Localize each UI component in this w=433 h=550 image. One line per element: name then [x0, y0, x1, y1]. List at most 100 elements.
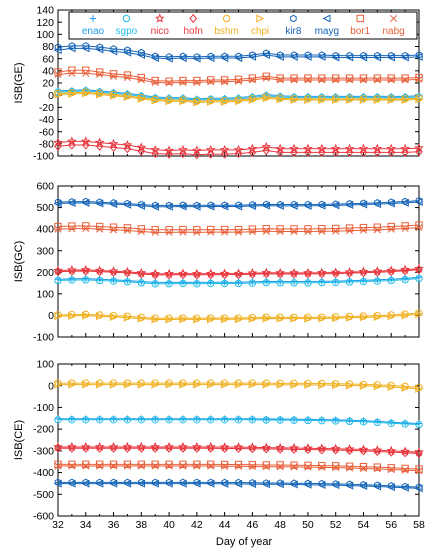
data-point-nabg	[96, 225, 104, 233]
data-point-chpi	[359, 96, 368, 105]
data-point-chpi	[345, 96, 354, 105]
x-tick-label: 58	[413, 519, 425, 531]
data-point-hofn	[359, 446, 368, 456]
data-point-nico	[164, 268, 174, 278]
data-point-nico	[303, 143, 313, 153]
data-point-chpi	[373, 312, 382, 321]
data-point-chpi	[123, 92, 132, 102]
data-point-hofn	[220, 149, 229, 159]
data-point-nabg	[165, 462, 173, 470]
y-tick-label: 0	[48, 310, 54, 322]
data-point-nabg	[304, 463, 312, 471]
data-point-nabg	[332, 464, 340, 472]
data-point-hofn	[68, 140, 76, 150]
data-point-chpi	[123, 313, 132, 322]
data-point-sgpo	[401, 420, 409, 428]
data-point-chpi	[276, 380, 285, 389]
data-point-mayg	[248, 480, 257, 489]
data-point-hofn	[401, 147, 409, 157]
data-point-hofn	[137, 269, 146, 279]
data-point-nico	[233, 268, 244, 278]
legend-marker-hofn	[189, 13, 198, 24]
data-point-nico	[344, 143, 355, 153]
data-point-bor1	[137, 460, 146, 469]
data-point-nico	[233, 144, 244, 155]
data-point-hofn	[345, 268, 354, 278]
series-line-hofn	[57, 269, 420, 276]
data-point-chpi	[82, 311, 91, 320]
data-point-nabg	[415, 467, 423, 475]
data-point-chpi	[151, 380, 160, 389]
series-chpi	[54, 89, 424, 107]
y-tick-label: 140	[36, 5, 54, 17]
data-point-sgpo	[109, 416, 118, 424]
data-point-mayg	[386, 53, 395, 62]
data-point-mayg	[220, 202, 229, 211]
data-point-nabg	[82, 69, 90, 77]
data-point-hofn	[248, 269, 257, 279]
data-point-nabg	[123, 73, 131, 82]
data-point-chpi	[276, 314, 285, 323]
series-line-bor1	[57, 69, 420, 82]
legend-marker-mayg	[322, 14, 331, 23]
data-point-bor1	[276, 74, 284, 82]
data-point-mayg	[289, 480, 298, 489]
data-point-nabg	[401, 224, 409, 233]
data-point-nico	[261, 267, 272, 277]
data-point-nico	[94, 265, 105, 275]
data-point-sgpo	[220, 416, 229, 424]
data-point-nico	[191, 268, 202, 278]
data-point-mayg	[373, 53, 382, 62]
data-point-chpi	[179, 380, 188, 389]
data-point-hofn	[387, 447, 396, 457]
data-point-nabg	[248, 76, 256, 84]
data-point-chpi	[276, 95, 285, 104]
data-point-nico	[150, 144, 161, 155]
data-point-sgpo	[276, 279, 284, 287]
data-point-bor1	[220, 76, 229, 84]
data-point-bor1	[387, 74, 395, 82]
legend-label-chpi: chpi	[251, 26, 269, 37]
data-point-nabg	[151, 78, 159, 86]
data-point-hofn	[359, 147, 368, 157]
data-point-sgpo	[234, 279, 243, 288]
data-point-hofn	[317, 269, 326, 279]
series-hofn	[54, 265, 423, 280]
data-point-bor1	[179, 76, 187, 85]
data-point-hofn	[234, 443, 243, 454]
data-point-hofn	[81, 266, 90, 276]
data-point-hofn	[415, 147, 423, 157]
data-point-nabg	[401, 466, 409, 474]
data-point-mayg	[303, 480, 312, 489]
data-point-nabg	[151, 462, 159, 470]
data-point-bor1	[207, 76, 215, 84]
data-point-sgpo	[95, 416, 104, 424]
data-point-nico	[178, 268, 188, 278]
data-point-nico	[386, 265, 397, 275]
data-point-chpi	[373, 382, 382, 391]
y-tick-label: -200	[33, 424, 54, 436]
data-point-sgpo	[248, 279, 257, 287]
data-point-kir8	[54, 43, 62, 51]
legend-label-mayg: mayg	[315, 26, 339, 37]
y-tick-label: 60	[42, 53, 54, 65]
data-point-nico	[164, 145, 174, 155]
data-point-nico	[414, 142, 424, 153]
data-point-chpi	[248, 314, 257, 323]
data-point-nico	[316, 143, 327, 153]
data-point-nabg	[346, 227, 354, 235]
data-point-nabg	[359, 226, 368, 234]
data-point-mayg	[123, 200, 132, 209]
data-point-chpi	[304, 380, 313, 389]
data-point-nabg	[234, 77, 243, 85]
data-point-mayg	[248, 52, 257, 61]
data-point-nabg	[234, 462, 243, 470]
data-point-mayg	[234, 202, 243, 211]
data-point-nabg	[415, 75, 423, 83]
data-point-hofn	[151, 270, 160, 280]
data-point-hofn	[373, 147, 382, 157]
data-point-nabg	[96, 70, 104, 79]
data-point-bor1	[123, 460, 132, 469]
data-point-mayg	[81, 198, 90, 207]
data-point-sgpo	[207, 279, 215, 288]
